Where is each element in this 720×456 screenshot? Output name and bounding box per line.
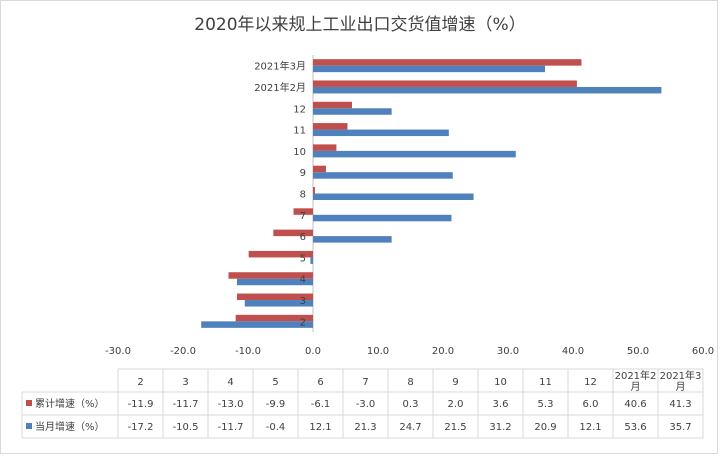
table-value-cell: 24.7 <box>399 422 421 433</box>
x-tick-label: 0.0 <box>305 346 321 357</box>
legend-label: 当月增速（%） <box>35 420 105 433</box>
category-label: 10 <box>293 147 306 158</box>
table-value-cell: 21.3 <box>354 422 376 433</box>
bar-cumulative-0 <box>235 314 313 322</box>
table-value-cell: 12.1 <box>579 422 601 433</box>
table-value-cell: 35.7 <box>669 422 691 433</box>
table-value-cell: 20.9 <box>534 422 556 433</box>
x-tick-label: 60.0 <box>692 346 714 357</box>
bar-monthly-8 <box>313 150 516 158</box>
category-label: 2 <box>300 317 306 328</box>
table-header-cell: 11 <box>539 377 552 388</box>
category-label: 2021年3月 <box>254 60 306 73</box>
x-tick-label: 40.0 <box>562 346 584 357</box>
table-header-cell: 9 <box>452 377 458 388</box>
table-value-cell: 53.6 <box>624 422 646 433</box>
x-tick-label: -10.0 <box>235 346 261 357</box>
bar-monthly-11 <box>313 86 662 94</box>
x-tick-label: -20.0 <box>170 346 196 357</box>
category-label: 6 <box>300 232 306 243</box>
bar-cumulative-2 <box>228 272 313 279</box>
table-value-cell: -10.5 <box>173 422 199 433</box>
bar-monthly-1 <box>244 300 313 307</box>
x-tick-label: 20.0 <box>432 346 454 357</box>
bar-monthly-12 <box>313 65 546 73</box>
bar-monthly-10 <box>313 108 392 115</box>
table-header-cell: 月 <box>631 381 641 393</box>
table-value-cell: 41.3 <box>669 399 691 410</box>
table-header-cell: 2021年3 <box>660 369 702 382</box>
category-label: 7 <box>300 211 306 222</box>
table-header-cell: 4 <box>227 377 233 388</box>
table-header-cell: 10 <box>494 377 507 388</box>
table-value-cell: -11.7 <box>173 399 199 410</box>
table-value-cell: 12.1 <box>309 422 331 433</box>
chart-title: 2020年以来规上工业出口交货值增速（%） <box>194 15 526 35</box>
category-label: 3 <box>300 296 306 307</box>
category-label: 11 <box>293 126 306 137</box>
category-label: 12 <box>293 104 306 115</box>
bar-cumulative-8 <box>313 144 337 151</box>
bar-cumulative-4 <box>273 229 313 237</box>
legend-label: 累计增速（%） <box>35 397 105 410</box>
table-header-cell: 12 <box>584 377 597 388</box>
table-header-cell: 2021年2 <box>615 369 657 382</box>
legend-key-monthly <box>26 423 32 429</box>
table-value-cell: 40.6 <box>624 399 646 410</box>
bar-cumulative-1 <box>236 293 313 301</box>
bar-cumulative-10 <box>313 101 352 109</box>
table-header-cell: 6 <box>317 377 323 388</box>
bar-monthly-7 <box>313 172 453 179</box>
bar-cumulative-7 <box>313 165 326 173</box>
x-tick-label: -30.0 <box>105 346 131 357</box>
table-value-cell: 0.3 <box>403 399 419 410</box>
table-value-cell: -0.4 <box>266 422 286 433</box>
table-value-cell: -11.7 <box>218 422 244 433</box>
category-label: 5 <box>300 253 306 264</box>
table-value-cell: 5.3 <box>538 399 554 410</box>
category-label: 8 <box>300 190 306 201</box>
table-value-cell: 31.2 <box>489 422 511 433</box>
table-value-cell: -11.9 <box>128 399 154 410</box>
category-label: 4 <box>300 275 306 286</box>
bar-cumulative-11 <box>313 80 577 87</box>
table-header-cell: 3 <box>182 377 188 388</box>
category-label: 9 <box>300 168 306 179</box>
x-tick-label: 10.0 <box>367 346 389 357</box>
x-tick-label: 50.0 <box>627 346 649 357</box>
table-header-cell: 8 <box>407 377 413 388</box>
bar-monthly-4 <box>313 236 392 243</box>
bar-monthly-5 <box>313 214 452 222</box>
table-header-cell: 7 <box>362 377 368 388</box>
bar-cumulative-9 <box>313 123 348 130</box>
table-value-cell: -6.1 <box>311 399 331 410</box>
table-header-cell: 2 <box>137 377 143 388</box>
table-header-cell: 月 <box>676 381 686 393</box>
bar-monthly-6 <box>313 193 474 200</box>
legend-key-cumulative <box>26 400 32 406</box>
table-value-cell: -13.0 <box>218 399 244 410</box>
category-label: 2021年2月 <box>254 81 306 94</box>
bar-cumulative-12 <box>313 59 582 66</box>
bar-cumulative-6 <box>313 187 315 194</box>
x-tick-label: 30.0 <box>497 346 519 357</box>
bar-monthly-0 <box>201 321 313 328</box>
table-header-cell: 5 <box>272 377 278 388</box>
table-value-cell: 2.0 <box>448 399 464 410</box>
bar-monthly-2 <box>236 278 313 286</box>
bar-monthly-9 <box>313 129 449 137</box>
table-value-cell: -3.0 <box>356 399 376 410</box>
table-value-cell: -9.9 <box>266 399 286 410</box>
table-value-cell: 21.5 <box>444 422 466 433</box>
table-value-cell: 6.0 <box>583 399 599 410</box>
bar-cumulative-3 <box>248 250 313 258</box>
table-value-cell: 3.6 <box>493 399 509 410</box>
bar-cumulative-5 <box>293 208 313 215</box>
bar-monthly-3 <box>310 257 313 264</box>
table-value-cell: -17.2 <box>128 422 154 433</box>
